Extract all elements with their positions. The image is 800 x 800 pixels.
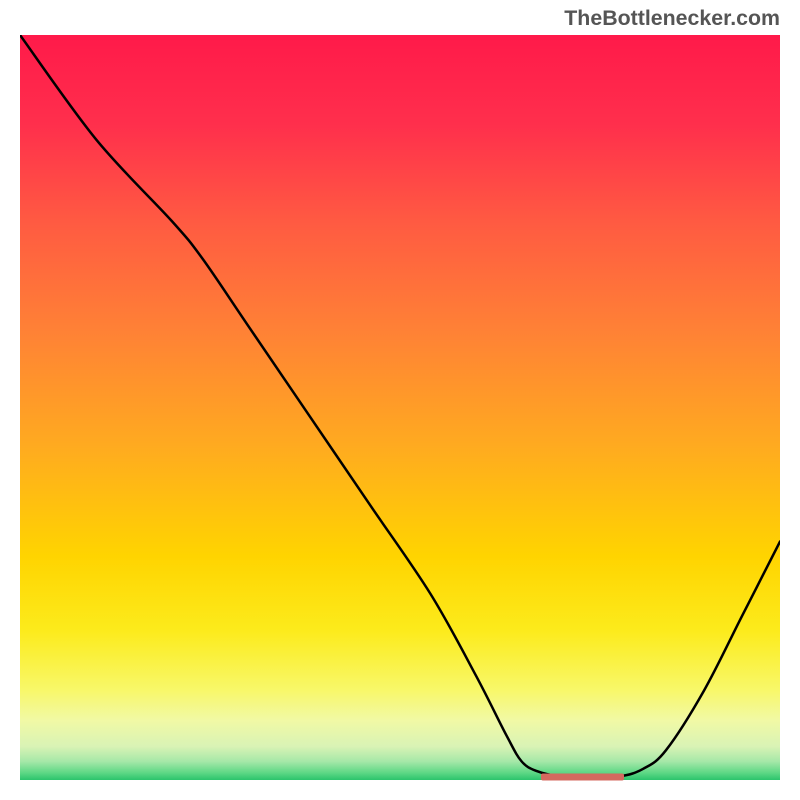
optimum-marker	[541, 774, 625, 781]
chart-container: TheBottlenecker.com	[0, 0, 800, 800]
gradient-background	[20, 35, 780, 780]
plot-area	[20, 35, 780, 780]
attribution-label: TheBottlenecker.com	[564, 6, 780, 31]
